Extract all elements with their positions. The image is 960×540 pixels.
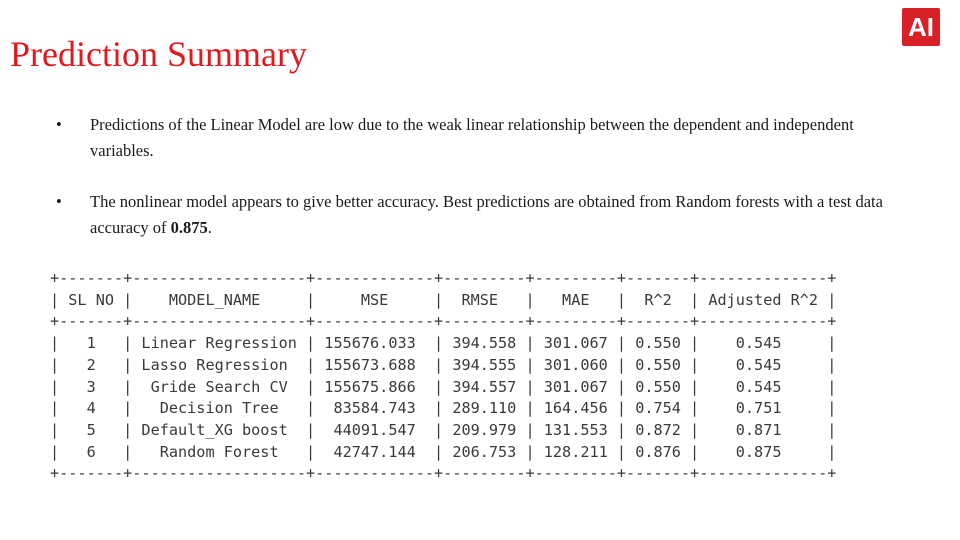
bullet-item: • The nonlinear model appears to give be…	[56, 189, 916, 241]
bullet-list: • Predictions of the Linear Model are lo…	[56, 112, 916, 241]
bullet-text-end: .	[207, 218, 212, 237]
table-row: | 5 | Default_XG boost | 44091.547 | 209…	[50, 420, 837, 439]
table-row: | 2 | Lasso Regression | 155673.688 | 39…	[50, 355, 837, 374]
ascii-results-table: +-------+-------------------+-----------…	[50, 268, 836, 485]
bullet-dot: •	[56, 192, 62, 211]
table-separator: +-------+-------------------+-----------…	[50, 269, 837, 287]
table-separator: +-------+-------------------+-----------…	[50, 312, 837, 331]
bullet-dot: •	[56, 115, 62, 134]
table-row: | 4 | Decision Tree | 83584.743 | 289.11…	[50, 399, 837, 418]
accuracy-value: 0.875	[170, 218, 208, 237]
table-row: | 3 | Gride Search CV | 155675.866 | 394…	[50, 377, 837, 396]
table-row: | 6 | Random Forest | 42747.144 | 206.75…	[50, 442, 837, 461]
bullet-item: • Predictions of the Linear Model are lo…	[56, 112, 916, 164]
results-table: +-------+-------------------+-----------…	[50, 268, 836, 485]
ai-logo: AI	[902, 8, 940, 46]
bullet-text: The nonlinear model appears to give bett…	[90, 192, 883, 237]
table-separator: +-------+-------------------+-----------…	[50, 464, 837, 483]
bullet-text: Predictions of the Linear Model are low …	[90, 115, 854, 160]
slide-title: Prediction Summary	[10, 34, 307, 74]
table-row: | 1 | Linear Regression | 155676.033 | 3…	[50, 334, 837, 353]
table-header-row: | SL NO | MODEL_NAME | MSE | RMSE | MAE …	[50, 290, 837, 309]
